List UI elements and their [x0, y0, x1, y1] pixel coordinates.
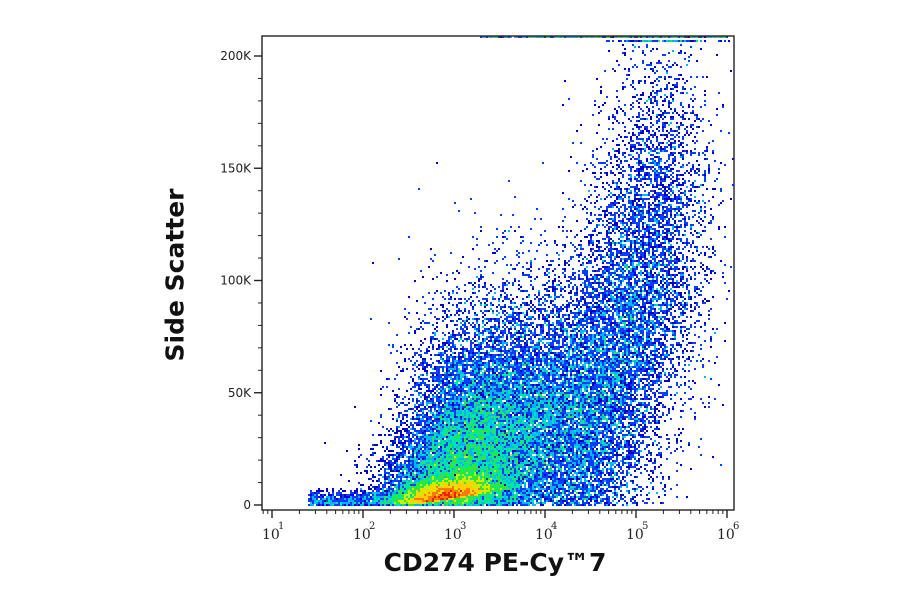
y-tick-label: 200K: [220, 49, 252, 63]
x-tick-exponent: 2: [369, 521, 375, 532]
x-tick-exponent: 5: [642, 521, 648, 532]
y-tick-label: 150K: [220, 161, 252, 175]
x-tick-exponent: 4: [551, 521, 557, 532]
x-axis-title: CD274 PE-Cy™7: [383, 548, 607, 577]
x-tick-label: 10: [444, 527, 462, 543]
x-tick-label: 10: [262, 527, 280, 543]
x-tick-label: 10: [535, 527, 553, 543]
y-tick-label: 50K: [228, 386, 252, 400]
x-tick-exponent: 6: [733, 521, 739, 532]
y-tick-label: 100K: [220, 274, 252, 288]
plot-frame: [261, 35, 735, 511]
x-tick-exponent: 3: [460, 521, 466, 532]
x-tick-exponent: 1: [278, 521, 284, 532]
x-tick-label: 10: [626, 527, 644, 543]
density-dots: [308, 36, 734, 506]
y-axis-title: Side Scatter: [160, 188, 190, 362]
y-tick-label: 0: [243, 498, 251, 512]
x-tick-label: 10: [353, 527, 371, 543]
y-axis: 0 50K 100K 150K 200K: [220, 49, 262, 512]
x-tick-label: 10: [717, 527, 735, 543]
